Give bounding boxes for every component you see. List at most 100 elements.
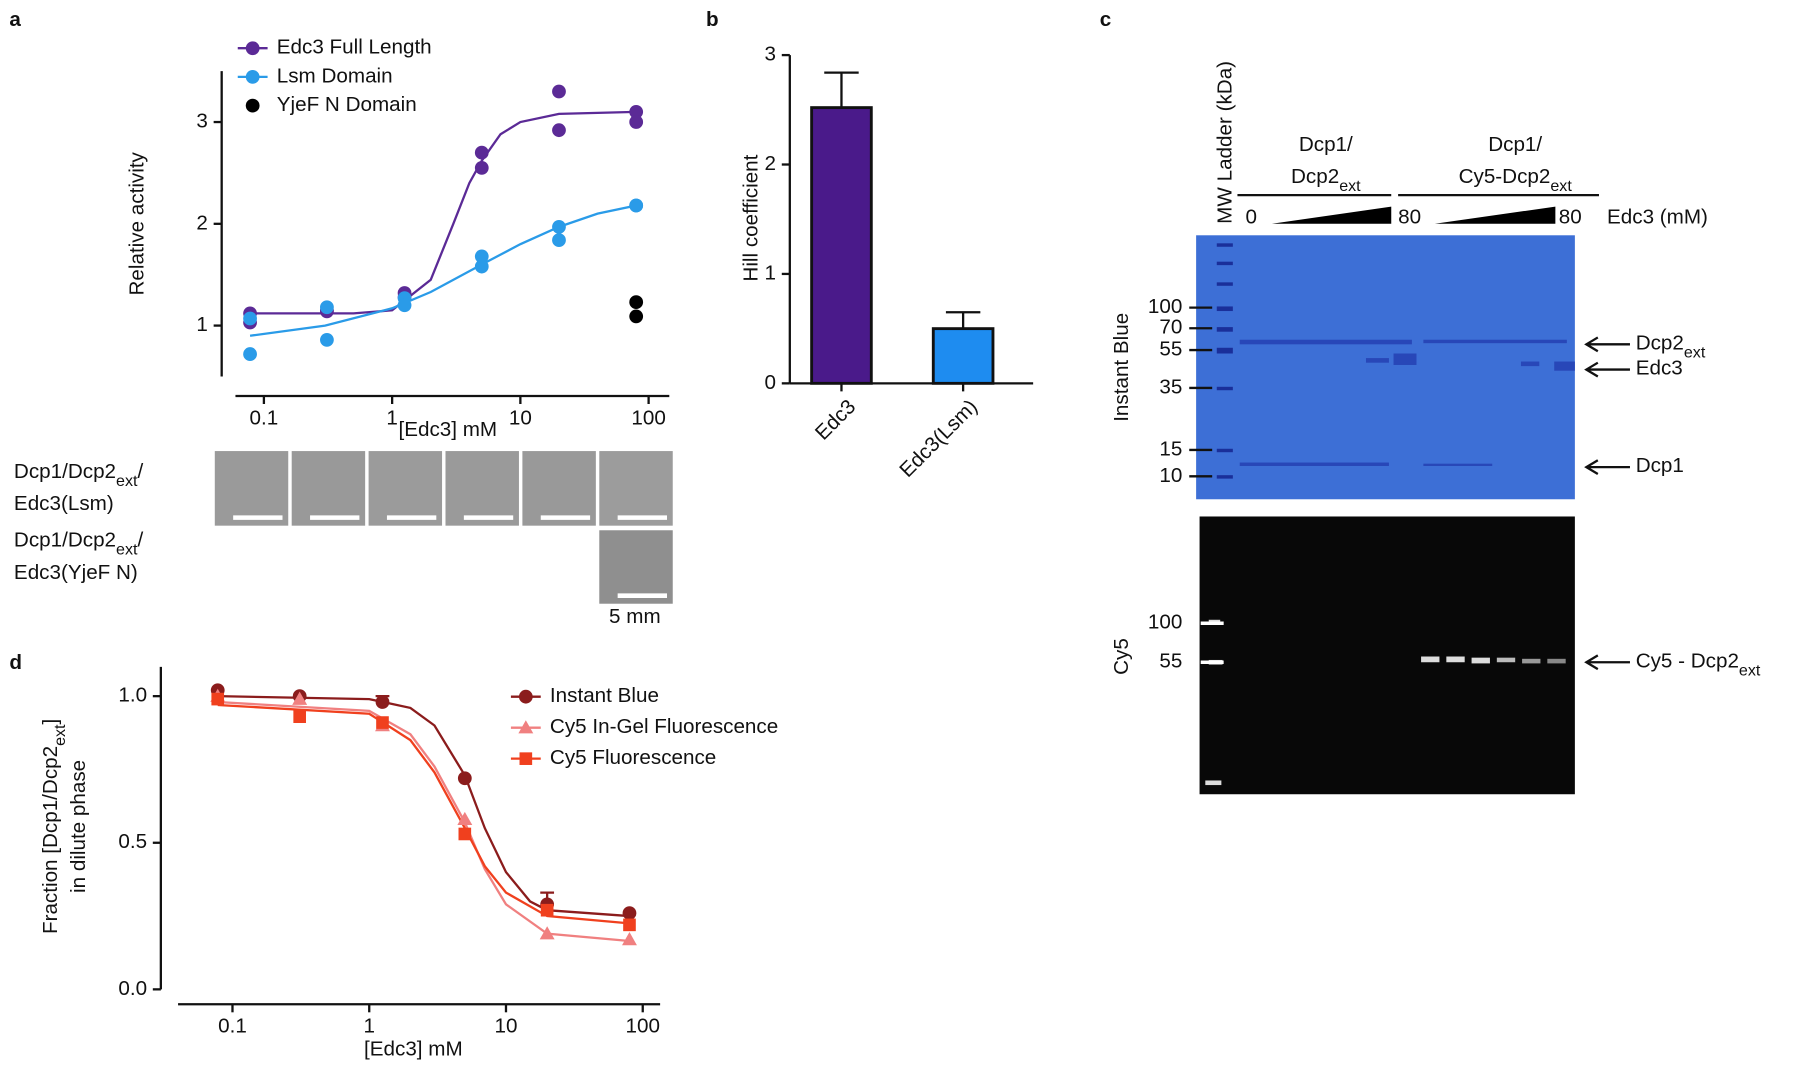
- point: [320, 300, 334, 315]
- y-tick-label: 1.0: [118, 684, 147, 707]
- scale-label: 5 mm: [609, 605, 661, 628]
- conc-title: Edc3 (mM): [1607, 206, 1708, 229]
- row-label-main: Edc3(YjeF N): [14, 561, 138, 584]
- micrograph: [368, 451, 443, 526]
- point: [457, 771, 472, 786]
- band-arrow: [1584, 459, 1630, 476]
- point: [552, 233, 566, 247]
- x-tick-label: 1: [386, 406, 397, 429]
- error-bar: [945, 311, 981, 329]
- group-label: Dcp2ext: [1291, 165, 1361, 195]
- row-label-main: Dcp1/Dcp2: [14, 529, 116, 552]
- y-tick-label: 2: [196, 211, 207, 234]
- row-label: Edc3(YjeF N): [14, 561, 138, 584]
- row-label: Edc3(Lsm): [14, 492, 114, 515]
- x-tick-label: Edc3(Lsm): [895, 395, 982, 482]
- y-tick-label: 1: [196, 313, 207, 336]
- mw-label: 35: [1159, 375, 1182, 398]
- group-label: Dcp1/: [1299, 133, 1353, 156]
- point: [457, 811, 473, 826]
- band-arrow: [1584, 654, 1630, 671]
- point: [211, 692, 225, 706]
- point: [293, 710, 306, 723]
- band-label-sub: ext: [1684, 344, 1706, 362]
- cy5-gel: [1199, 516, 1575, 795]
- row-label: Dcp1/Dcp2ext/: [14, 460, 144, 490]
- mw-label: 70: [1159, 316, 1182, 339]
- point: [552, 123, 566, 138]
- point: [292, 691, 308, 705]
- y-tick-label: 3: [196, 109, 207, 132]
- point: [474, 160, 489, 175]
- ladder-bands: [1216, 243, 1233, 479]
- point: [376, 716, 389, 729]
- point: [243, 347, 257, 361]
- band-label: Dcp2ext: [1636, 332, 1706, 362]
- micrograph: [599, 451, 673, 526]
- fit-line: [217, 695, 630, 918]
- point: [629, 104, 644, 119]
- mw-label: 55: [1159, 338, 1182, 361]
- point: [243, 311, 257, 326]
- bar: [810, 106, 873, 385]
- micrographs: [214, 451, 673, 604]
- scale-bars: [233, 515, 668, 598]
- band-label-main: Edc3: [1636, 357, 1683, 380]
- point: [320, 332, 334, 347]
- mw-label: 100: [1148, 611, 1182, 634]
- fit-line: [249, 204, 637, 337]
- row-label-sub: ext: [116, 541, 138, 559]
- y-tick-label: 0.0: [118, 977, 147, 1000]
- band-arrow: [1584, 336, 1630, 353]
- legend-label: Edc3 Full Length: [277, 36, 432, 59]
- group-label-main: Cy5-Dcp2: [1459, 165, 1551, 188]
- stain-label: Cy5: [1110, 638, 1133, 675]
- point: [474, 249, 489, 264]
- panel-label: c: [1100, 8, 1111, 31]
- point: [397, 298, 412, 313]
- legend-label: Cy5 In-Gel Fluorescence: [550, 715, 778, 738]
- panel-label: a: [9, 8, 21, 31]
- legend-marker: [245, 41, 260, 56]
- ladder-label: MW Ladder (kDa): [1213, 61, 1236, 224]
- y-axis-label: Hill coefficient: [739, 154, 762, 281]
- panel-label: d: [9, 651, 22, 674]
- band-label-sub: ext: [1739, 662, 1761, 680]
- band-label-main: Dcp1: [1636, 455, 1684, 478]
- point: [458, 827, 472, 841]
- legend-label: Instant Blue: [550, 684, 659, 707]
- micrograph: [214, 451, 289, 526]
- point: [629, 309, 644, 324]
- conc-label: 80: [1398, 206, 1421, 229]
- micrograph: [445, 451, 519, 526]
- gel-annotations: [1237, 193, 1599, 224]
- y-tick-label: 3: [765, 43, 776, 66]
- row-label-after: /: [137, 460, 143, 483]
- point: [474, 259, 489, 274]
- mw-label: 15: [1159, 437, 1182, 460]
- legend-marker: [518, 689, 533, 704]
- point: [375, 695, 390, 709]
- bar: [931, 327, 995, 385]
- point: [629, 115, 644, 129]
- point: [540, 903, 554, 917]
- point: [622, 932, 637, 946]
- mw-label: 100: [1148, 295, 1182, 318]
- point: [552, 84, 566, 99]
- x-tick-label: Edc3: [811, 395, 861, 445]
- point: [622, 906, 637, 921]
- row-label-sub: ext: [116, 472, 138, 490]
- row-label-main: Dcp1/Dcp2: [14, 460, 116, 483]
- band-label-main: Cy5 - Dcp2: [1636, 650, 1739, 673]
- x-tick-label: 0.1: [218, 1015, 247, 1038]
- group-label-sub: ext: [1339, 177, 1361, 195]
- mw-label: 10: [1159, 464, 1182, 487]
- band-arrow: [1584, 361, 1630, 378]
- micrograph: [522, 451, 596, 526]
- group-label-main: Dcp2: [1291, 165, 1339, 188]
- conc-label: 0: [1245, 206, 1256, 229]
- point: [629, 295, 644, 310]
- x-tick-label: 0.1: [250, 406, 279, 429]
